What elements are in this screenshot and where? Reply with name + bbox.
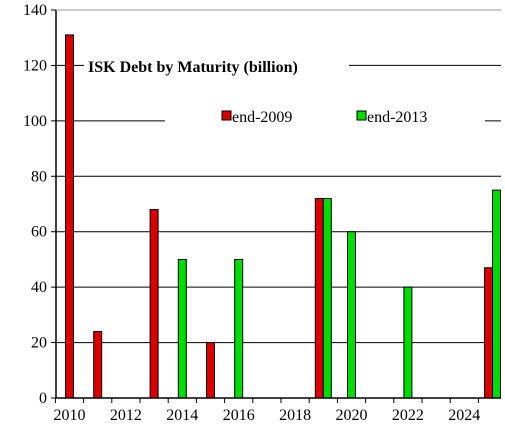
bar-end-2009-2015	[206, 342, 215, 399]
bar-end-2013-2025	[492, 189, 501, 399]
bar-end-2013-2020	[347, 231, 356, 399]
legend: end-2009 end-2013	[165, 107, 485, 131]
x-tick-label-2016: 2016	[223, 407, 255, 424]
bar-end-2009-2025	[484, 267, 493, 399]
x-tick-label-2018: 2018	[279, 407, 311, 424]
y-tick-label-20: 20	[31, 335, 47, 352]
y-tick-label-40: 40	[31, 279, 47, 296]
bar-end-2009-2019	[314, 197, 324, 399]
bar-end-2013-2014	[177, 258, 187, 399]
bars	[65, 34, 501, 399]
x-tick-label-2022: 2022	[392, 407, 424, 424]
x-tick-label-2014: 2014	[166, 407, 198, 424]
y-tick-label-0: 0	[39, 390, 47, 407]
y-tick-label-140: 140	[23, 2, 47, 19]
legend-background	[165, 107, 485, 131]
x-tick-label-2020: 2020	[336, 407, 368, 424]
chart-title: ISK Debt by Maturity (billion)	[88, 59, 298, 76]
bar-end-2013-2019	[322, 197, 332, 399]
x-tick-label-2010: 2010	[54, 407, 86, 424]
bar-end-2013-2022	[403, 286, 413, 399]
legend-label-end-2009: end-2009	[232, 109, 292, 126]
bar-end-2009-2013	[149, 209, 159, 399]
y-tick-label-80: 80	[31, 168, 47, 185]
title-background	[84, 54, 349, 76]
x-tick-label-2012: 2012	[110, 407, 142, 424]
axes	[55, 9, 501, 399]
x-tick-label-2024: 2024	[448, 407, 480, 424]
y-tick-label-120: 120	[23, 57, 47, 74]
bar-end-2009-2010	[65, 34, 74, 399]
legend-swatch-end-2009	[221, 110, 232, 121]
legend-label-end-2013: end-2013	[367, 109, 427, 126]
bar-end-2013-2016	[234, 258, 244, 399]
y-tick-label-60: 60	[31, 224, 47, 241]
legend-swatch-end-2013	[356, 110, 367, 121]
y-axis-ticks: 0 20 40 60 80 100 120 140	[23, 2, 56, 407]
bar-end-2009-2011	[93, 330, 103, 399]
x-axis-ticks: 2010 2012 2014 2016 2018 2020 2022 2024	[54, 398, 480, 424]
y-tick-label-100: 100	[23, 113, 47, 130]
